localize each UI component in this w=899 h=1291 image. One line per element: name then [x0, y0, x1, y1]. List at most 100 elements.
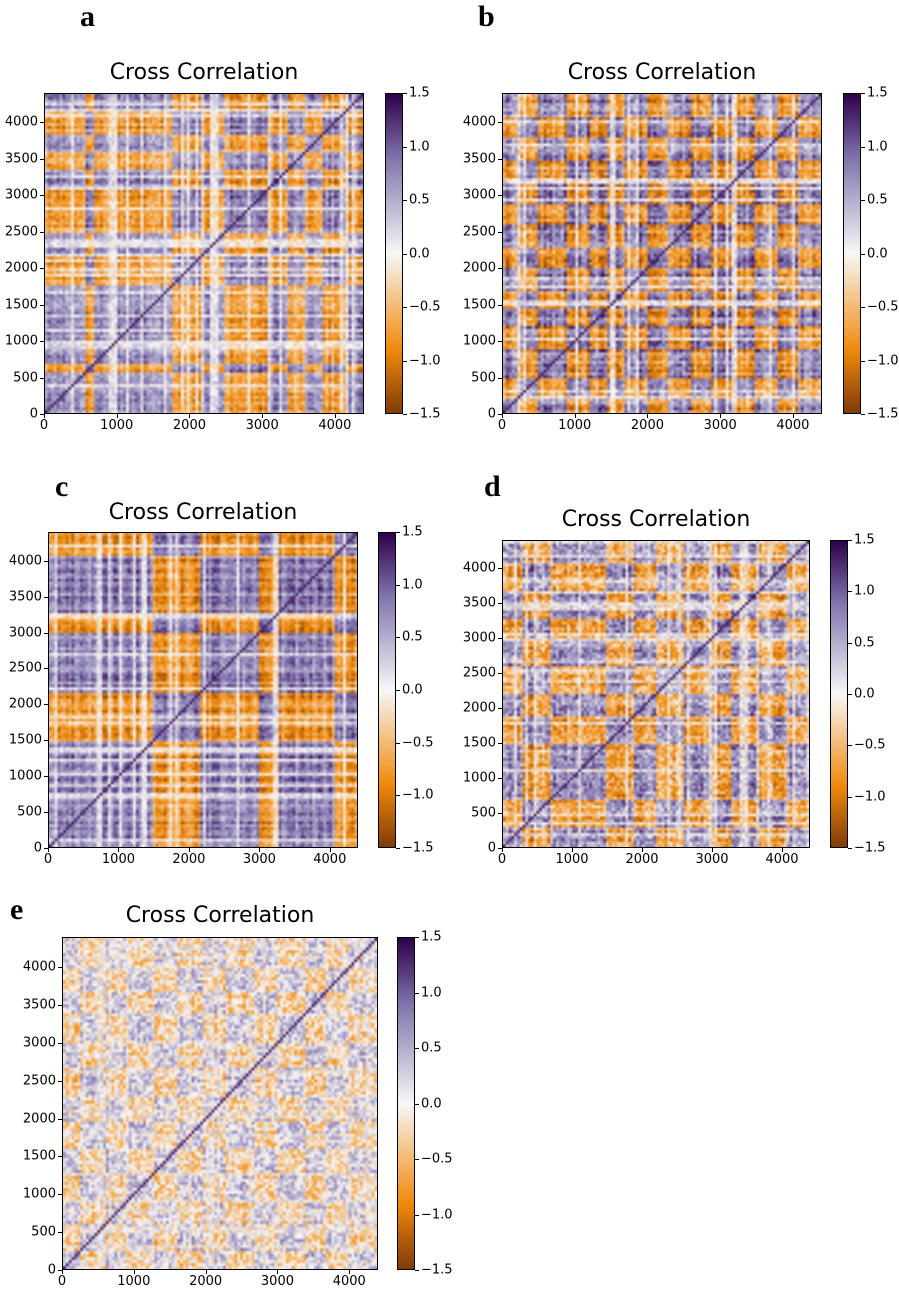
colorbar-tick-label: 1.0: [854, 583, 875, 599]
chart-title: Cross Correlation: [561, 507, 751, 532]
y-tick-mark: [58, 1156, 62, 1158]
y-tick-label: 2500: [4, 224, 38, 240]
y-tick-mark: [498, 122, 502, 124]
x-tick-label: 3000: [703, 418, 737, 433]
colorbar: [385, 93, 403, 414]
y-tick-label: 2000: [8, 696, 42, 712]
colorbar: [830, 540, 848, 848]
colorbar-tick-mark: [403, 146, 407, 148]
x-tick-label: 4000: [765, 852, 799, 867]
colorbar-tick-mark: [403, 253, 407, 255]
colorbar-tick-mark: [848, 694, 852, 695]
colorbar-tick-label: 0.5: [409, 192, 430, 208]
colorbar-tick-label: 0.5: [421, 1040, 442, 1056]
chart-title: Cross Correlation: [109, 60, 299, 85]
y-tick-label: 500: [17, 804, 42, 820]
x-tick-label: 0: [39, 418, 49, 433]
y-tick-mark: [40, 304, 44, 306]
y-tick-label: 4000: [8, 553, 42, 569]
y-tick-mark: [40, 158, 44, 160]
colorbar-tick-label: −0.5: [409, 299, 441, 315]
colorbar-tick-label: 0.0: [409, 246, 430, 261]
y-tick-mark: [498, 708, 502, 709]
y-tick-label: 3500: [8, 589, 42, 605]
x-tick-label: 0: [43, 852, 53, 867]
colorbar-tick-mark: [861, 360, 865, 362]
colorbar-tick-mark: [403, 307, 407, 308]
y-tick-mark: [40, 268, 44, 270]
colorbar-tick-label: 0.0: [854, 686, 875, 702]
x-tick-mark: [133, 1270, 135, 1274]
colorbar-tick-label: 1.0: [421, 985, 442, 1000]
y-tick-label: 0: [29, 406, 38, 422]
x-tick-mark: [712, 848, 713, 852]
colorbar: [378, 532, 396, 848]
colorbar-tick-label: 1.5: [867, 85, 888, 101]
x-tick-label: 0: [57, 1274, 67, 1289]
x-tick-mark: [720, 414, 722, 418]
colorbar-tick-mark: [848, 848, 852, 849]
x-tick-label: 2000: [172, 852, 206, 867]
y-tick-mark: [498, 638, 502, 639]
y-tick-mark: [498, 778, 502, 779]
y-tick-mark: [40, 414, 44, 415]
x-tick-mark: [572, 848, 573, 852]
x-tick-mark: [349, 1270, 351, 1274]
colorbar-tick-label: 1.5: [854, 532, 875, 548]
x-tick-label: 4000: [776, 418, 810, 433]
y-tick-mark: [44, 776, 48, 778]
colorbar-tick-label: −0.5: [421, 1151, 453, 1167]
y-tick-mark: [498, 414, 502, 415]
y-tick-label: 2000: [462, 260, 496, 276]
colorbar-tick-label: −1.5: [867, 406, 899, 422]
y-tick-label: 3000: [4, 187, 38, 203]
y-tick-label: 500: [471, 370, 496, 386]
y-tick-label: 500: [471, 805, 496, 821]
y-tick-mark: [44, 704, 48, 706]
heatmap-cells: [502, 93, 822, 414]
colorbar-tick-mark: [861, 146, 865, 148]
heatmap-image: [63, 938, 377, 1269]
colorbar-tick-mark: [403, 93, 407, 94]
y-tick-label: 4000: [4, 114, 38, 130]
y-tick-label: 3000: [22, 1035, 56, 1051]
x-tick-mark: [642, 848, 643, 852]
colorbar-tick-mark: [396, 742, 400, 744]
y-tick-mark: [498, 603, 502, 604]
panel-label: a: [80, 0, 95, 33]
colorbar-tick-mark: [861, 414, 865, 415]
x-tick-mark: [502, 848, 503, 852]
y-tick-label: 0: [487, 406, 496, 422]
y-tick-mark: [498, 848, 502, 849]
x-tick-label: 1000: [101, 852, 135, 867]
y-tick-label: 3000: [8, 625, 42, 641]
x-tick-mark: [188, 848, 190, 852]
x-tick-label: 1000: [555, 852, 589, 867]
colorbar-tick-label: 1.0: [867, 139, 888, 154]
chart-title: Cross Correlation: [567, 60, 757, 85]
y-tick-mark: [44, 632, 48, 634]
y-tick-label: 500: [31, 1224, 56, 1240]
y-tick-label: 2500: [462, 224, 496, 240]
colorbar-tick-label: −1.0: [867, 353, 899, 368]
colorbar-tick-label: −1.0: [421, 1207, 453, 1222]
colorbar: [397, 937, 415, 1270]
y-tick-label: 2500: [8, 660, 42, 676]
colorbar: [843, 93, 861, 414]
x-tick-label: 1000: [117, 1274, 151, 1289]
y-tick-label: 3500: [462, 595, 496, 611]
y-tick-label: 4000: [22, 959, 56, 975]
y-tick-mark: [498, 743, 502, 744]
y-tick-label: 1000: [462, 333, 496, 349]
x-tick-mark: [259, 848, 261, 852]
x-tick-label: 3000: [242, 852, 276, 867]
y-tick-mark: [498, 268, 502, 270]
colorbar-tick-mark: [403, 360, 407, 362]
y-tick-mark: [44, 812, 48, 814]
x-tick-label: 3000: [695, 852, 729, 867]
heatmap-image: [503, 94, 821, 413]
colorbar-tick-label: 1.5: [409, 85, 430, 101]
colorbar-tick-mark: [848, 745, 852, 747]
y-tick-mark: [58, 967, 62, 969]
colorbar-tick-label: −1.5: [421, 1262, 453, 1278]
